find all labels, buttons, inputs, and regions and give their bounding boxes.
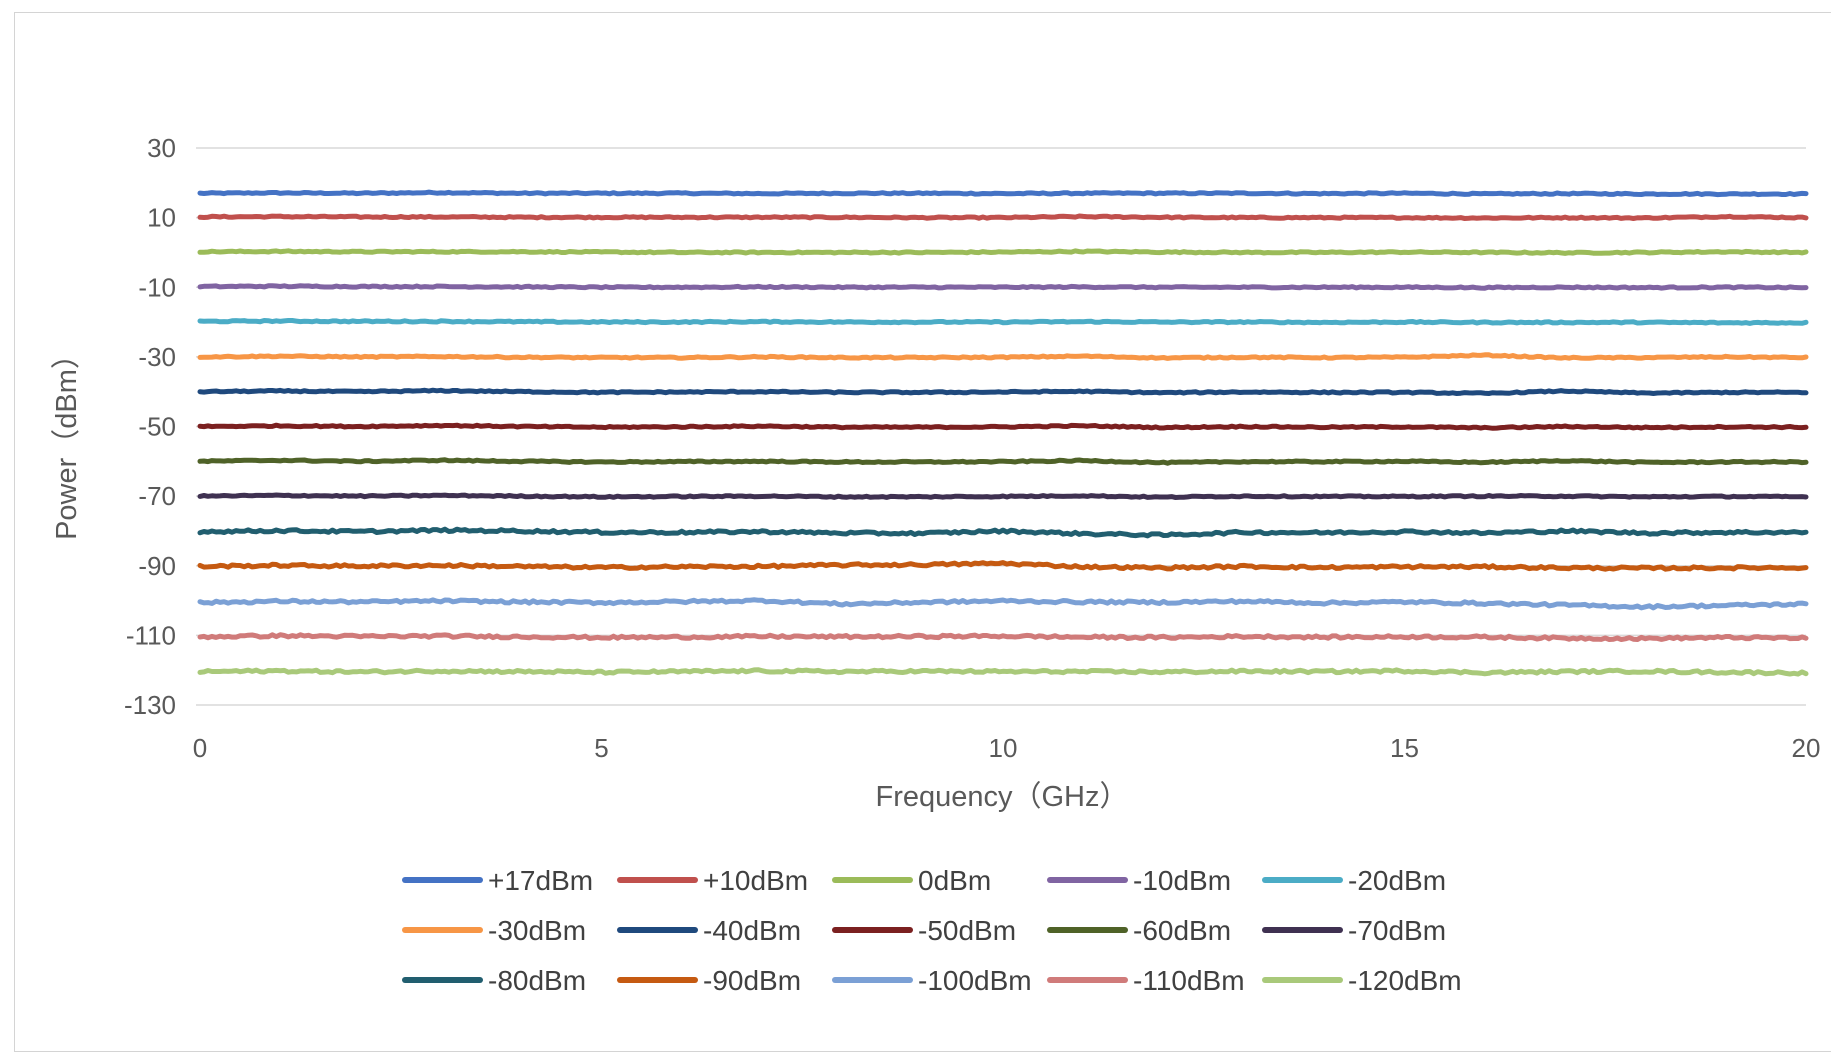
series-line: [197, 667, 1809, 677]
legend-label: +10dBm: [703, 865, 808, 896]
x-axis-title: Frequency（GHz）: [875, 781, 1128, 813]
legend-item: -80dBm: [402, 965, 586, 996]
x-tick-label: 0: [193, 733, 207, 763]
x-tick-label: 15: [1390, 733, 1419, 763]
legend-item: -50dBm: [832, 915, 1016, 946]
series-line: [197, 248, 1809, 256]
legend-label: -20dBm: [1348, 865, 1446, 896]
legend-item: 0dBm: [832, 865, 991, 896]
y-tick-label: -110: [126, 620, 176, 650]
series-line: [197, 560, 1809, 572]
x-tick-label: 20: [1792, 733, 1821, 763]
legend-label: -90dBm: [703, 965, 801, 996]
legend-label: -50dBm: [918, 915, 1016, 946]
series-line: [197, 492, 1809, 500]
series-line: [197, 283, 1809, 291]
legend-item: -100dBm: [832, 965, 1032, 996]
legend-item: -10dBm: [1047, 865, 1231, 896]
series-line: [197, 318, 1809, 326]
legend-label: -10dBm: [1133, 865, 1231, 896]
y-tick-label: 10: [147, 203, 176, 233]
series-line: [197, 632, 1809, 642]
legend-label: -30dBm: [488, 915, 586, 946]
legend-label: -120dBm: [1348, 965, 1462, 996]
legend-item: -70dBm: [1262, 915, 1446, 946]
series-line: [197, 422, 1809, 431]
legend-label: +17dBm: [488, 865, 593, 896]
legend-label: -100dBm: [918, 965, 1032, 996]
x-tick-label: 5: [594, 733, 608, 763]
legend-label: 0dBm: [918, 865, 991, 896]
series-line: [197, 352, 1809, 361]
plot-series: [197, 189, 1809, 677]
series-line: [197, 597, 1809, 611]
legend-item: -110dBm: [1047, 965, 1245, 996]
y-tick-label: -10: [138, 272, 176, 302]
series-line: [197, 387, 1809, 396]
legend-label: -60dBm: [1133, 915, 1231, 946]
tick-labels: 30 10 -10 -30 -50 -70 -90 -110 -130 0 5 10 15 20: [124, 133, 1821, 763]
y-tick-label: -30: [138, 342, 176, 372]
legend-item: -40dBm: [617, 915, 801, 946]
legend-label: -80dBm: [488, 965, 586, 996]
legend-label: -70dBm: [1348, 915, 1446, 946]
x-tick-label: 10: [989, 733, 1018, 763]
legend-item: -90dBm: [617, 965, 801, 996]
legend-item: +10dBm: [617, 865, 808, 896]
legend-item: +17dBm: [402, 865, 593, 896]
legend-label: -40dBm: [703, 915, 801, 946]
legend-item: -20dBm: [1262, 865, 1446, 896]
legend-label: -110dBm: [1133, 965, 1245, 996]
y-axis-title: Power（dBm）: [51, 340, 83, 540]
series-line: [197, 213, 1809, 221]
y-tick-label: -130: [124, 690, 176, 720]
legend: +17dBm +10dBm 0dBm -10dBm -20dBm -30dBm -40dBm…: [402, 865, 1462, 996]
legend-item: -30dBm: [402, 915, 586, 946]
series-line: [197, 457, 1809, 466]
legend-item: -120dBm: [1262, 965, 1462, 996]
y-tick-label: -70: [138, 481, 176, 511]
series-line: [197, 189, 1809, 198]
y-tick-label: -90: [138, 551, 176, 581]
y-tick-label: 30: [147, 133, 176, 163]
legend-item: -60dBm: [1047, 915, 1231, 946]
y-tick-label: -50: [138, 412, 176, 442]
series-line: [197, 526, 1809, 539]
chart-canvas: 30 10 -10 -30 -50 -70 -90 -110 -130 0 5 10 15 20 Freq…: [51, 133, 1821, 996]
